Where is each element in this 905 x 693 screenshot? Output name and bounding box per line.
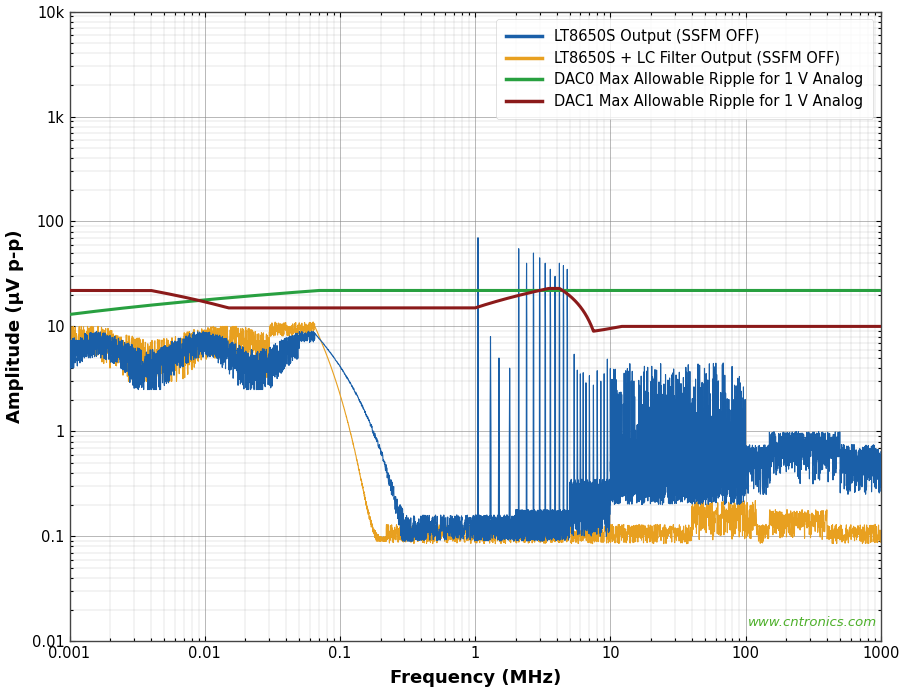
Text: www.cntronics.com: www.cntronics.com — [748, 615, 877, 629]
Y-axis label: Amplitude (μV p-p): Amplitude (μV p-p) — [5, 229, 24, 423]
Legend: LT8650S Output (SSFM OFF), LT8650S + LC Filter Output (SSFM OFF), DAC0 Max Allow: LT8650S Output (SSFM OFF), LT8650S + LC … — [496, 19, 873, 119]
X-axis label: Frequency (MHz): Frequency (MHz) — [389, 669, 561, 687]
